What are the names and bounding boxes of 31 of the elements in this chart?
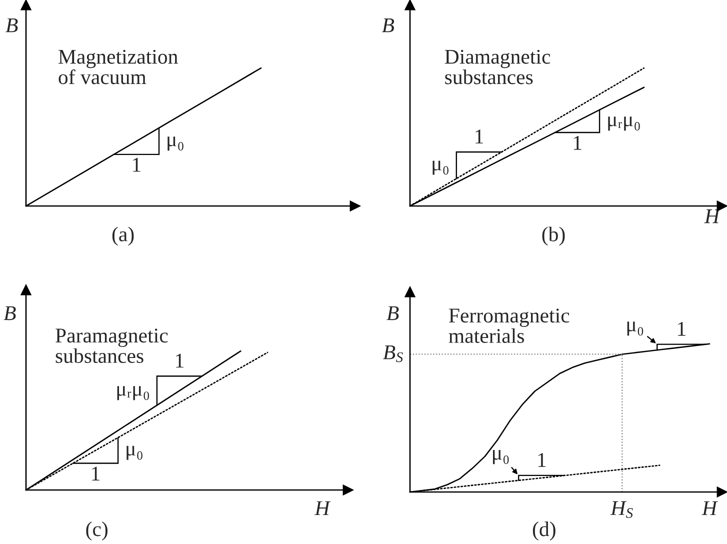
annotation: μ₀: [492, 450, 509, 464]
annotation: 1: [133, 158, 140, 172]
text: (b): [542, 226, 565, 246]
y-axis-title: B: [386, 306, 399, 320]
chart-title: Paramagnetic substances: [56, 328, 168, 363]
annotation: μᵣμ₀: [117, 386, 150, 400]
annotation: 1: [476, 130, 483, 144]
annotation: 1: [538, 453, 546, 467]
text: μ₀: [627, 322, 644, 336]
chart-title: Ferromagnetic materials: [448, 308, 570, 343]
y-axis-title: B: [6, 18, 18, 32]
x-axis-title: H: [314, 501, 331, 516]
annotation: μ₀: [432, 160, 448, 175]
x-axis-title: H: [704, 209, 720, 224]
y-axis-title: B: [382, 18, 394, 32]
annotation: μᵣμ₀: [608, 116, 640, 131]
text: (a): [112, 226, 134, 246]
annotation: 1: [574, 136, 582, 150]
ref-line-label: B$_{S}$: [383, 345, 403, 362]
annotation: μ₀: [168, 136, 184, 151]
annotation: μ₀: [126, 446, 142, 460]
annotation: 1: [92, 466, 100, 480]
text: H$_{S}$: [610, 501, 633, 518]
x-axis-title: H: [702, 501, 718, 516]
y-axis-title: B: [4, 306, 16, 320]
annotation: 1: [176, 354, 184, 368]
chart-title: Magnetization of vacuum: [58, 50, 178, 84]
text: 1: [678, 322, 686, 336]
chart-title: Diamagnetic substances: [444, 50, 550, 84]
text: (d): [532, 522, 556, 540]
text: (c): [86, 522, 108, 540]
